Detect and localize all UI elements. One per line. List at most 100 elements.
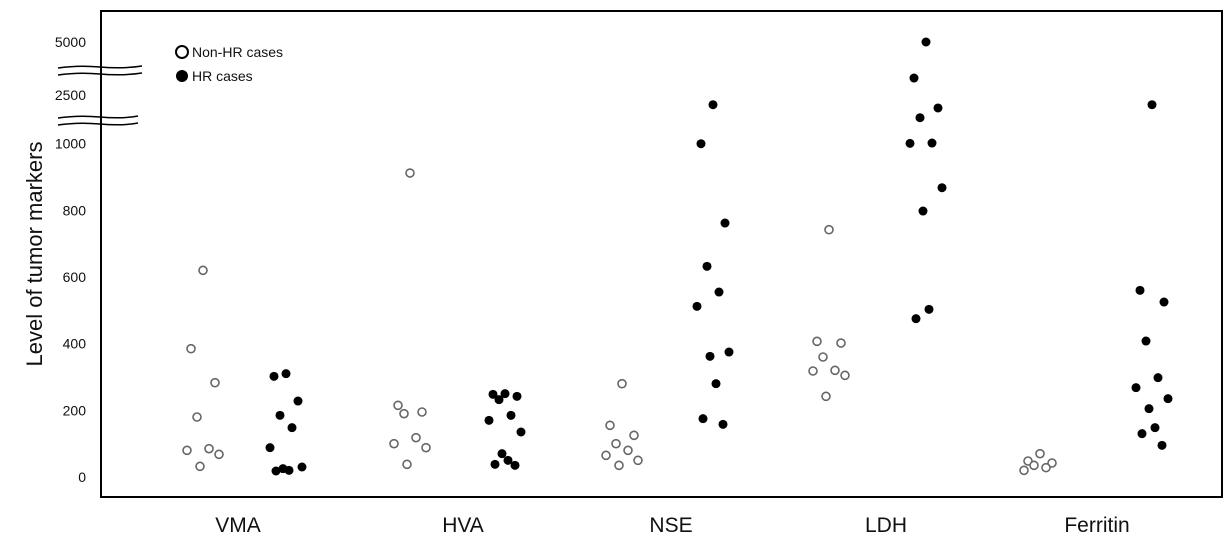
non-hr-point-nse — [605, 420, 615, 431]
non-hr-point-ldh — [821, 391, 831, 402]
hr-point-nse — [705, 351, 715, 361]
non-hr-point-vma — [204, 443, 214, 454]
non-hr-point-nse — [601, 450, 611, 461]
non-hr-point-hva — [405, 168, 415, 178]
hr-point-ldh — [924, 304, 934, 314]
hr-point-nse — [696, 139, 706, 149]
hr-point-nse — [718, 419, 728, 429]
non-hr-point-nse — [633, 455, 643, 466]
y-tick-label: 5000 — [55, 34, 86, 50]
non-hr-point-vma — [186, 343, 196, 354]
hr-point-ferritin — [1150, 423, 1160, 433]
hr-point-ferritin — [1135, 285, 1145, 295]
non-hr-point-nse — [629, 430, 639, 441]
non-hr-point-ferritin — [1029, 460, 1039, 471]
y-tick-label: 0 — [78, 469, 86, 485]
non-hr-point-ferritin — [1035, 448, 1045, 459]
y-tick-label: 800 — [63, 202, 87, 218]
hr-point-vma — [269, 371, 279, 381]
hr-point-nse — [692, 301, 702, 311]
axis-break-marks — [57, 65, 143, 126]
non-hr-point-nse — [623, 445, 633, 456]
hr-point-nse — [720, 218, 730, 228]
legend: Non-HR cases HR cases — [175, 44, 283, 84]
hr-point-nse — [698, 414, 708, 424]
hr-point-hva — [490, 459, 500, 469]
hr-point-nse — [714, 287, 724, 297]
hr-point-hva — [506, 410, 516, 420]
non-hr-point-ferritin — [1047, 458, 1057, 468]
hr-point-vma — [265, 443, 275, 453]
hr-point-nse — [702, 261, 712, 271]
hr-point-ldh — [911, 314, 921, 324]
x-axis-categories: VMA HVA NSE LDH Ferritin — [215, 514, 1129, 536]
axis-break-upper-line-1 — [57, 65, 143, 69]
non-hr-point-hva — [411, 432, 421, 443]
hr-point-ldh — [909, 73, 919, 83]
non-hr-point-hva — [393, 400, 403, 411]
legend-label-hr: HR cases — [192, 68, 253, 84]
hr-point-ferritin — [1147, 100, 1157, 110]
hr-point-ldh — [905, 138, 915, 148]
y-tick-label: 2500 — [55, 87, 86, 103]
hr-point-ldh — [918, 206, 928, 216]
hr-point-hva — [516, 427, 526, 437]
y-tick-label: 400 — [63, 336, 87, 352]
hr-point-ferritin — [1153, 373, 1163, 383]
legend-open-circle-marker — [175, 45, 189, 59]
non-hr-point-vma — [214, 449, 224, 460]
hr-point-vma — [284, 465, 294, 475]
hr-point-vma — [297, 462, 307, 472]
non-hr-point-vma — [210, 377, 220, 388]
non-hr-point-ldh — [812, 336, 822, 347]
hr-point-ferritin — [1137, 429, 1147, 439]
non-hr-point-nse — [611, 438, 621, 449]
non-hr-point-vma — [192, 412, 202, 422]
hr-point-nse — [711, 379, 721, 389]
hr-point-ldh — [927, 138, 937, 148]
hr-point-hva — [510, 460, 520, 470]
x-category-label: HVA — [442, 514, 484, 536]
non-hr-point-hva — [389, 438, 399, 449]
y-tick-label: 1000 — [55, 136, 86, 152]
axis-break-upper-line-2 — [57, 72, 143, 76]
hr-point-ferritin — [1144, 404, 1154, 414]
y-tick-label: 600 — [63, 269, 87, 285]
hr-point-nse — [708, 100, 718, 110]
hr-point-hva — [488, 389, 498, 399]
non-hr-point-ferritin — [1041, 462, 1051, 473]
hr-point-ferritin — [1141, 336, 1151, 346]
hr-point-ferritin — [1131, 383, 1141, 393]
hr-point-vma — [293, 396, 303, 406]
data-points — [182, 37, 1173, 476]
non-hr-point-hva — [402, 459, 412, 470]
non-hr-point-nse — [614, 460, 624, 471]
hr-point-ldh — [933, 103, 943, 113]
hr-point-ferritin — [1159, 297, 1169, 307]
hr-point-vma — [271, 466, 281, 476]
y-tick-label: 200 — [63, 402, 87, 418]
non-hr-point-ldh — [840, 370, 850, 381]
hr-point-nse — [724, 347, 734, 357]
non-hr-point-hva — [421, 442, 431, 453]
non-hr-point-hva — [417, 407, 427, 417]
hr-point-hva — [494, 395, 504, 405]
axis-break-lower-line-2 — [57, 122, 139, 126]
x-category-label: Ferritin — [1064, 514, 1129, 536]
non-hr-point-ldh — [836, 338, 846, 348]
x-category-label: NSE — [649, 514, 692, 536]
hr-point-hva — [503, 455, 513, 465]
non-hr-point-ldh — [808, 366, 818, 376]
non-hr-point-ldh — [830, 365, 840, 376]
hr-point-hva — [500, 389, 510, 399]
legend-label-non-hr: Non-HR cases — [192, 44, 283, 60]
legend-filled-circle-marker — [176, 70, 188, 82]
hr-point-vma — [275, 410, 285, 420]
y-axis-ticks: 0 200 400 600 800 1000 2500 5000 — [55, 34, 86, 485]
x-category-label: LDH — [865, 514, 907, 536]
non-hr-point-hva — [399, 408, 409, 419]
non-hr-point-vma — [198, 265, 208, 276]
hr-point-ldh — [937, 183, 947, 193]
hr-point-hva — [512, 391, 522, 401]
